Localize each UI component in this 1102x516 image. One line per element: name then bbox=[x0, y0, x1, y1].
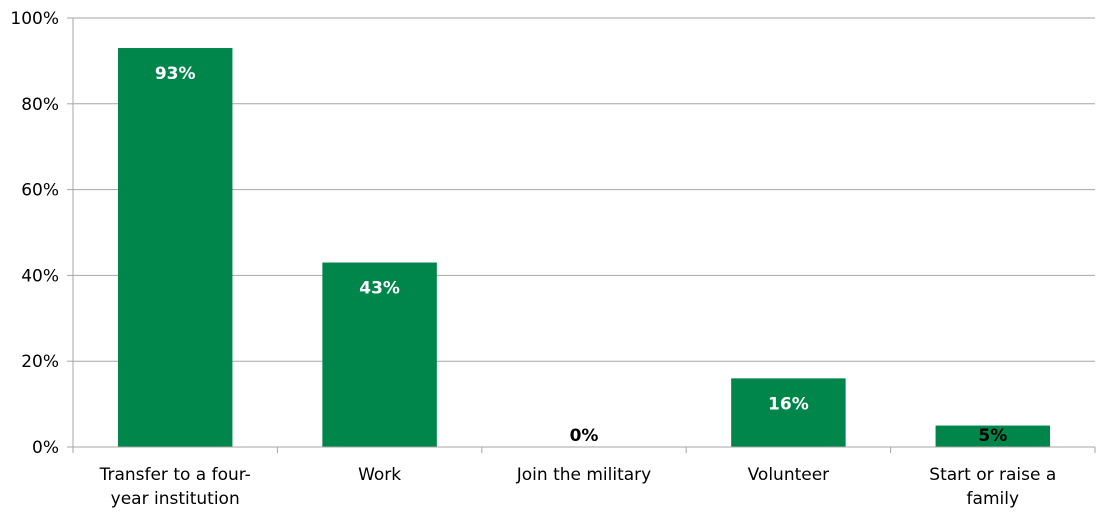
x-tick-label: Join the military bbox=[516, 465, 651, 485]
y-tick-label: 60% bbox=[21, 181, 59, 201]
y-tick-label: 40% bbox=[21, 266, 59, 286]
x-tick-label: Start or raise a bbox=[929, 465, 1056, 485]
bar bbox=[935, 425, 1051, 447]
x-tick-label: Transfer to a four- bbox=[99, 465, 251, 485]
x-axis bbox=[72, 18, 1096, 453]
data-label: 0% bbox=[570, 426, 599, 446]
data-labels: 93% 43% 0% 16% 5% bbox=[155, 64, 1007, 446]
bar bbox=[322, 262, 437, 447]
y-tick-label: 100% bbox=[10, 9, 59, 29]
data-label: 16% bbox=[768, 394, 809, 414]
x-tick-label: Volunteer bbox=[748, 465, 830, 485]
bar bbox=[117, 48, 233, 447]
data-label: 93% bbox=[155, 64, 196, 84]
bar bbox=[731, 378, 846, 447]
y-tick-label: 80% bbox=[21, 95, 59, 115]
x-tick-label: family bbox=[967, 489, 1019, 509]
x-tick-label: year institution bbox=[111, 489, 240, 509]
y-tick-labels: 0% 20% 40% 60% 80% 100% bbox=[10, 9, 59, 458]
bars bbox=[117, 48, 1051, 447]
data-label: 5% bbox=[978, 426, 1007, 446]
y-tick-label: 20% bbox=[21, 352, 59, 372]
x-tick-label: Work bbox=[358, 465, 401, 485]
data-label: 43% bbox=[359, 279, 400, 299]
x-tick-labels: Transfer to a four-year institution Work J… bbox=[99, 465, 1057, 509]
gridlines bbox=[67, 17, 1095, 448]
y-tick-label: 0% bbox=[32, 438, 59, 458]
